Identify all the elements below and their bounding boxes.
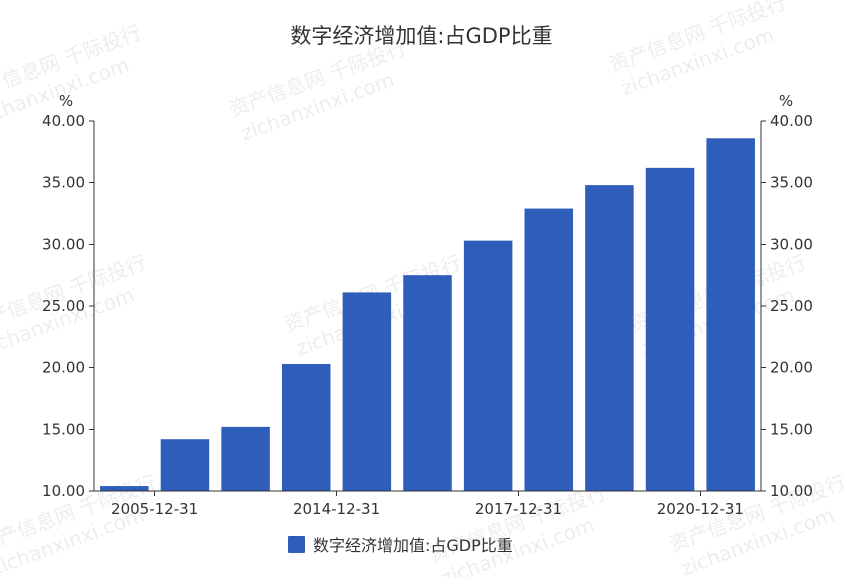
bar[interactable] [221, 426, 270, 491]
left-y-ticks: 10.00 15.00 20.00 25.00 30.00 35.00 40.00 [42, 112, 94, 500]
plot-area: 10.00 15.00 20.00 25.00 30.00 35.00 40.00 10.0… [42, 92, 813, 518]
right-y-tick-label: 20.00 [770, 359, 813, 377]
left-y-tick-label: 40.00 [42, 112, 85, 130]
bar[interactable] [645, 167, 695, 491]
left-y-unit-label: % [59, 92, 73, 110]
right-y-tick-label: 10.00 [770, 482, 813, 500]
right-y-tick-label: 25.00 [770, 297, 813, 315]
bar[interactable] [706, 138, 755, 491]
right-y-tick-label: 35.00 [770, 174, 813, 192]
bars-layer [100, 138, 755, 492]
bar[interactable] [524, 208, 574, 492]
right-y-ticks: 10.00 15.00 20.00 25.00 30.00 35.00 40.00 [761, 112, 813, 500]
bar[interactable] [463, 240, 513, 491]
left-y-tick-label: 25.00 [42, 297, 85, 315]
right-y-tick-label: 40.00 [770, 112, 813, 130]
chart-title: 数字经济增加值:占GDP比重 [290, 24, 552, 48]
left-y-tick-label: 10.00 [42, 482, 85, 500]
bar[interactable] [342, 292, 392, 491]
bar[interactable] [160, 439, 210, 491]
bar[interactable] [585, 185, 634, 491]
left-y-tick-label: 20.00 [42, 359, 85, 377]
left-y-tick-label: 15.00 [42, 420, 85, 438]
legend-label: 数字经济增加值:占GDP比重 [313, 536, 513, 555]
x-tick-label: 2005-12-31 [111, 500, 198, 518]
bar[interactable] [281, 363, 331, 491]
legend: 数字经济增加值:占GDP比重 [288, 536, 513, 555]
x-tick-label: 2017-12-31 [475, 500, 562, 518]
x-tick-label: 2014-12-31 [293, 500, 380, 518]
x-tick-label: 2020-12-31 [657, 500, 744, 518]
right-y-tick-label: 15.00 [770, 420, 813, 438]
right-y-unit-label: % [779, 92, 793, 110]
left-y-tick-label: 35.00 [42, 174, 85, 192]
legend-swatch [288, 536, 305, 553]
bar[interactable] [403, 275, 452, 491]
bar[interactable] [100, 486, 149, 491]
x-ticks: 2005-12-31 2014-12-31 2017-12-31 2020-12-31 [111, 491, 744, 518]
right-y-tick-label: 30.00 [770, 235, 813, 253]
left-y-tick-label: 30.00 [42, 235, 85, 253]
